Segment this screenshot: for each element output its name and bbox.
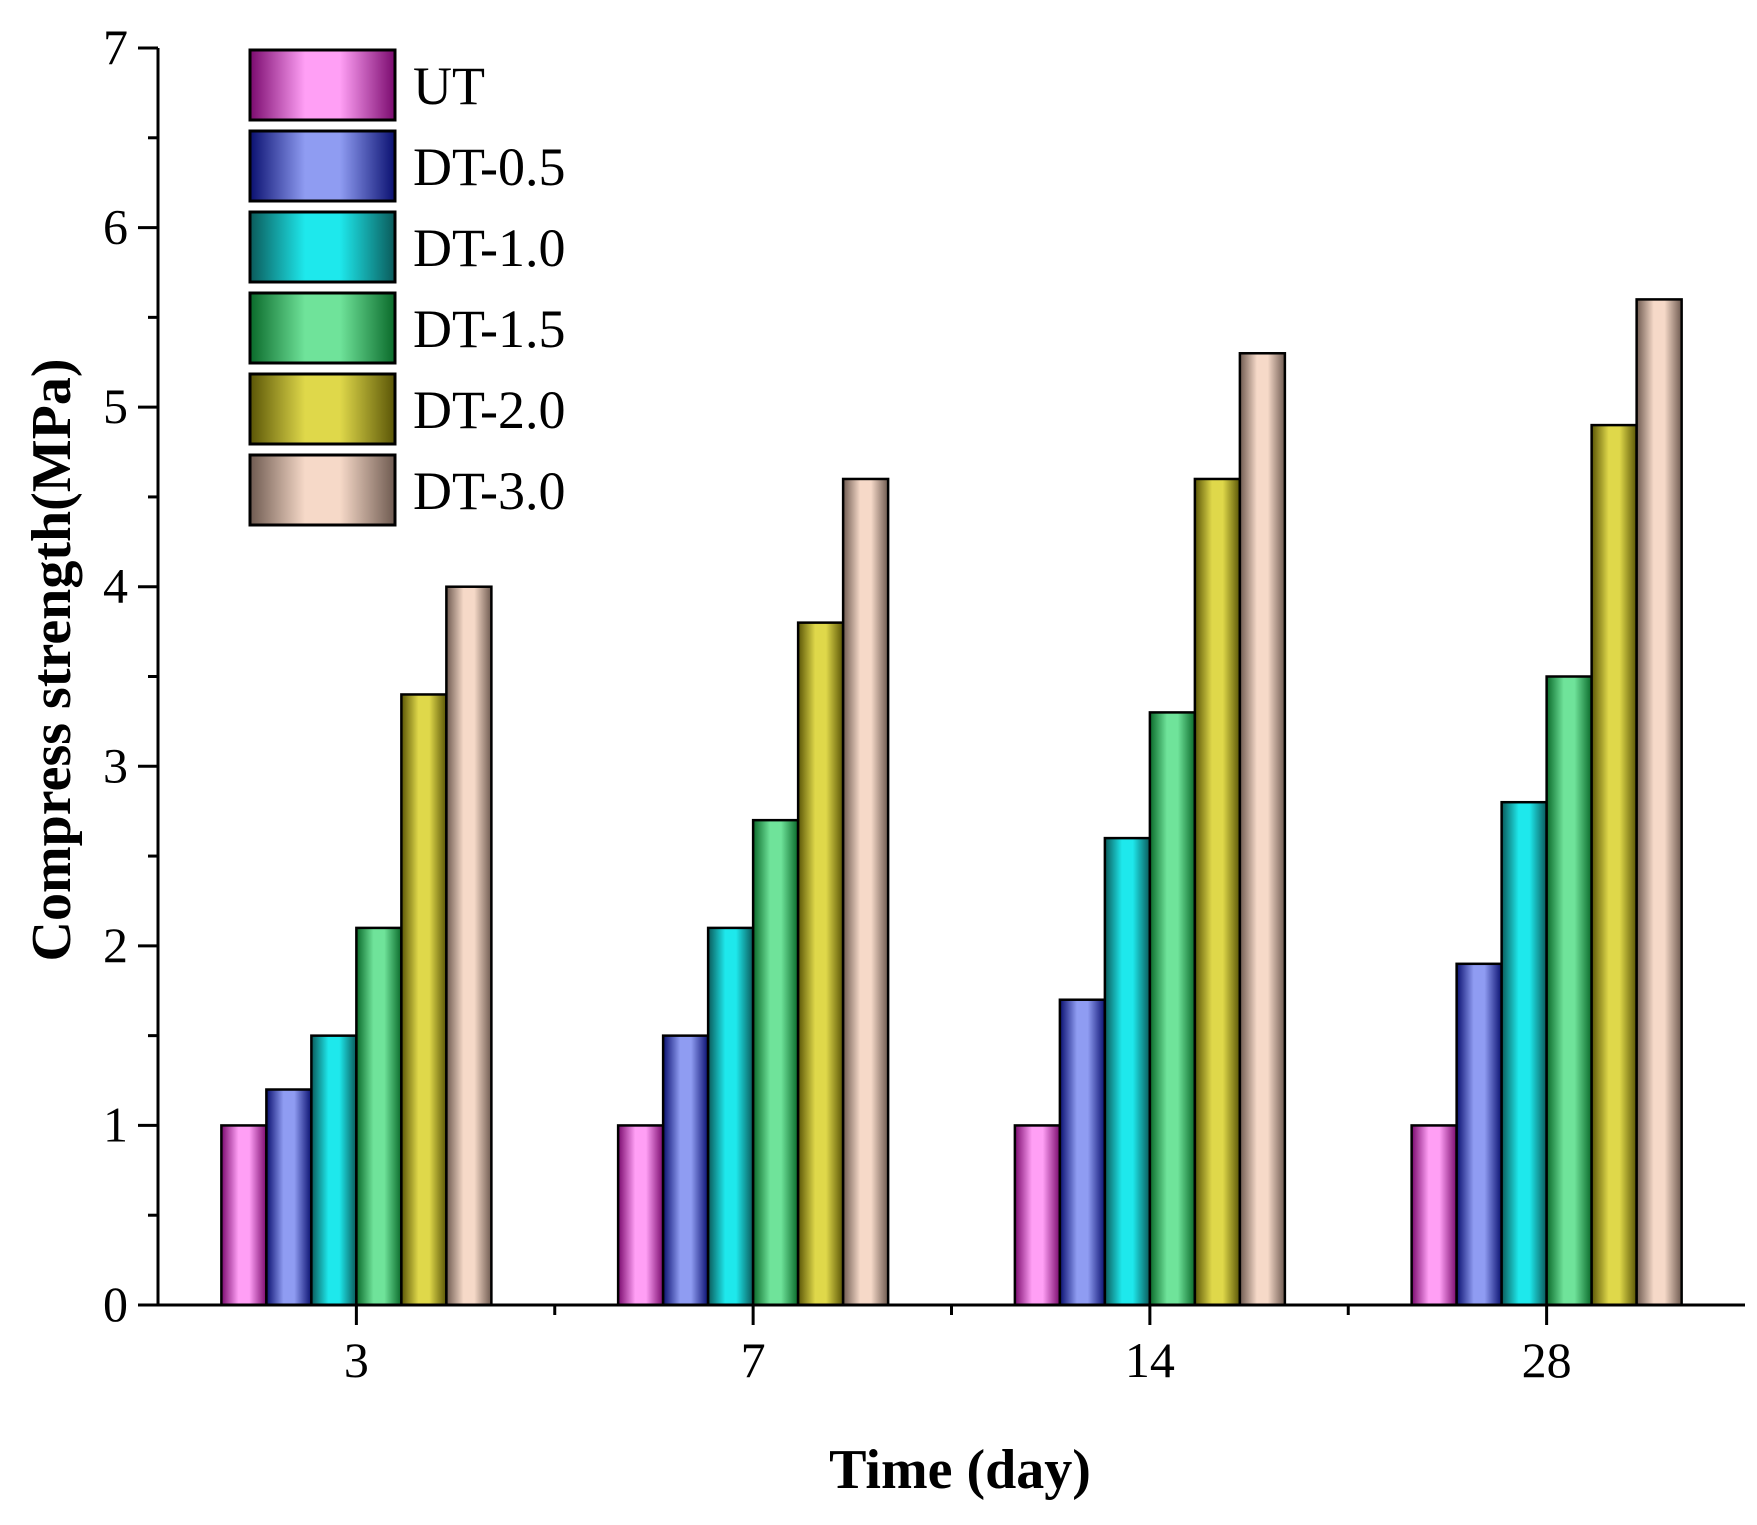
legend-swatch-dt-1_5 [248,291,397,365]
bar-dt-3_0-day-14 [1238,352,1287,1307]
bar-dt-1_0-day-7 [706,926,755,1307]
x-tick-label: 3 [344,1332,369,1388]
bar-dt-1_5-day-28 [1545,675,1593,1307]
legend-swatch-dt-0_5 [248,129,397,203]
y-axis-title: Compress strength(MPa) [21,359,83,962]
legend-label: DT-3.0 [413,461,566,521]
bar-dt-0_5-day-14 [1058,998,1107,1307]
bar-dt-2_0-day-3 [400,693,448,1307]
bar-dt-1_5-day-3 [355,926,403,1307]
bar-dt-0_5-day-28 [1455,962,1503,1307]
x-tick-label: 7 [741,1332,766,1388]
y-tick-label: 3 [103,737,128,793]
x-axis-title: Time (day) [829,1439,1091,1501]
legend-swatch-dt-3_0 [248,453,397,527]
legend-swatch-dt-2_0 [248,372,397,446]
legend-label: UT [413,56,485,116]
legend-label: DT-2.0 [413,380,566,440]
x-tick-label: 28 [1522,1332,1572,1388]
y-tick-label: 5 [103,378,128,434]
y-tick-label: 7 [103,19,128,75]
bar-dt-3_0-day-7 [841,477,890,1307]
legend-label: DT-1.0 [413,218,566,278]
y-tick-label: 0 [103,1276,128,1332]
legend-label: DT-1.5 [413,299,566,359]
y-tick-label: 4 [103,558,128,614]
legend-swatch-ut [248,48,397,122]
bar-dt-1_5-day-14 [1148,711,1197,1307]
ticks-layer: 0 1 2 3 4 5 6 7 3 7 14 28 [103,19,1572,1388]
bar-dt-1_0-day-28 [1500,800,1548,1307]
legend: UT DT-0.5 DT-1.0 DT-1.5 DT-2.0 DT-3.0 [248,48,566,527]
bar-dt-2_0-day-28 [1590,423,1638,1307]
bar-dt-0_5-day-7 [661,1034,710,1307]
bar-dt-2_0-day-14 [1193,477,1242,1307]
y-tick-label: 6 [103,199,128,255]
bar-dt-3_0-day-28 [1635,298,1683,1307]
bar-dt-2_0-day-7 [796,621,845,1307]
y-tick-label: 2 [103,917,128,973]
bar-dt-1_0-day-3 [310,1034,358,1307]
bar-ut-day-7 [616,1124,665,1307]
bar-dt-1_0-day-14 [1103,836,1152,1307]
bar-ut-day-3 [220,1124,268,1307]
bar-ut-day-28 [1410,1124,1458,1307]
bar-dt-1_5-day-7 [751,818,800,1307]
legend-swatch-dt-1_0 [248,210,397,284]
bars-layer [220,298,1683,1307]
bar-dt-3_0-day-3 [445,585,493,1307]
bar-ut-day-14 [1013,1124,1062,1307]
x-tick-label: 14 [1125,1332,1175,1388]
bar-dt-0_5-day-3 [265,1088,313,1307]
y-tick-label: 1 [103,1096,128,1152]
legend-label: DT-0.5 [413,137,566,197]
